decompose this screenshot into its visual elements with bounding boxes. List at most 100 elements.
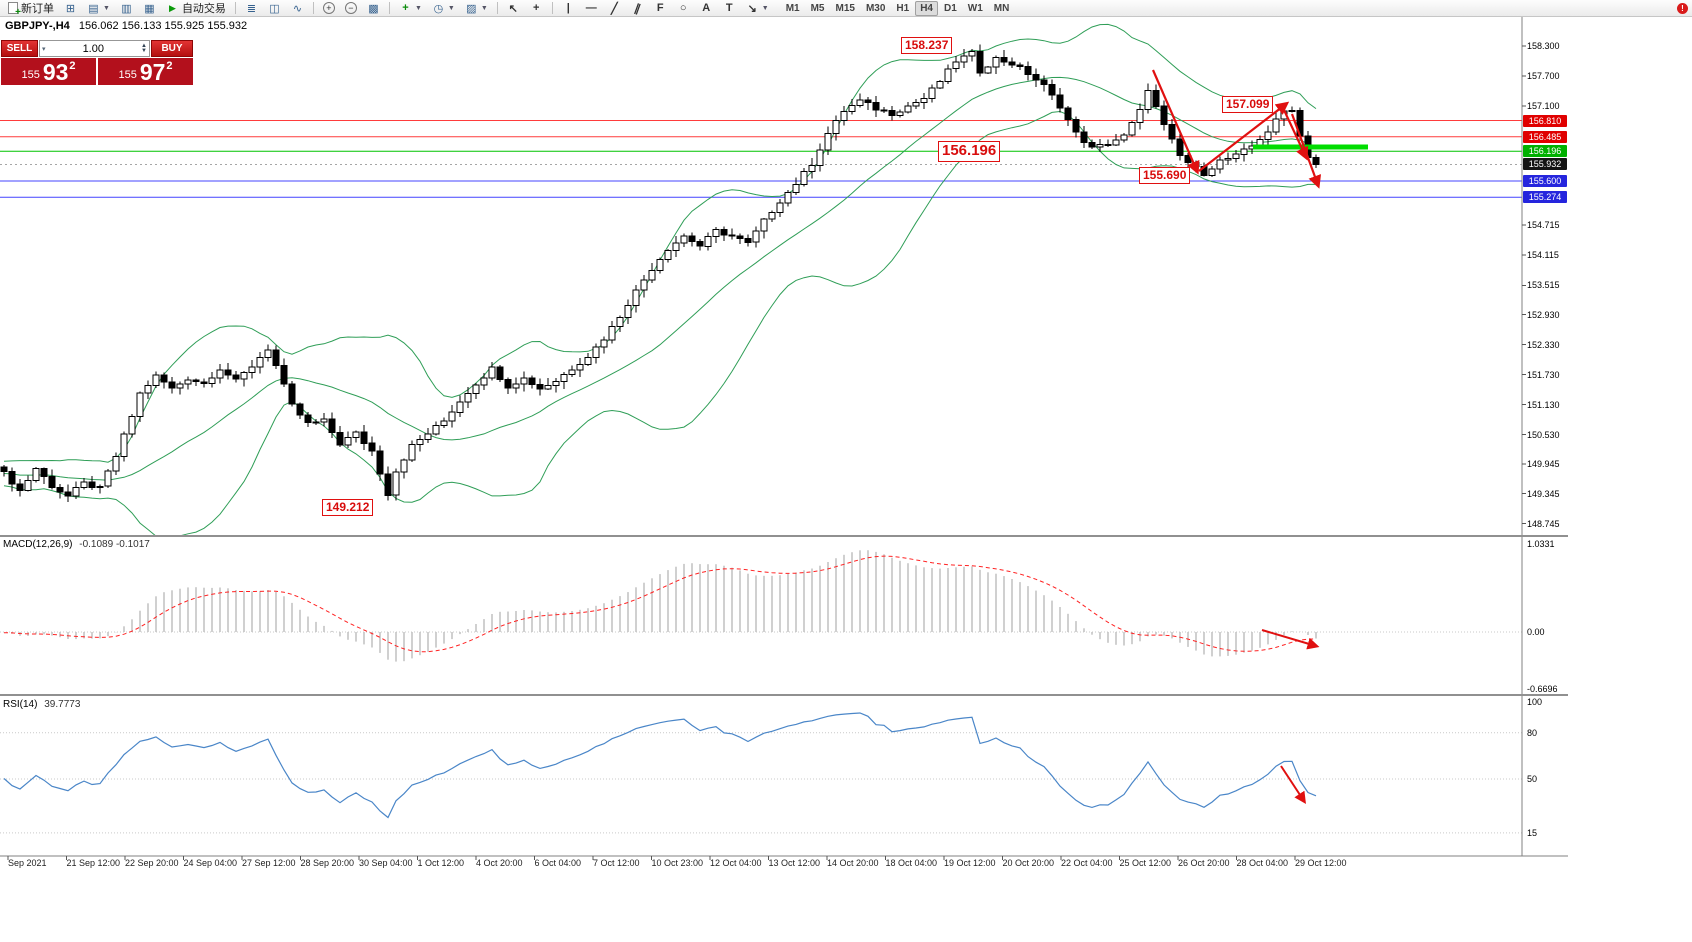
time-axis-label: 12 Oct 04:00 (710, 858, 762, 868)
arrow-objects-button[interactable]: ↘ ▼ (742, 1, 773, 16)
templates-button[interactable]: ▨ ▼ (461, 1, 492, 16)
caret-down-icon: ▼ (414, 4, 422, 12)
price-callout[interactable]: 156.196 (938, 141, 1001, 162)
trend-arrow[interactable] (1261, 629, 1320, 650)
trend-arrow[interactable] (1290, 113, 1322, 189)
toolbar: 新订单 ⊞ ▤▼ ▥ ▦ ▶ 自动交易 ≣ ◫ ∿ + − ▩ +▼ ◷▼ ▨▼… (0, 0, 1692, 18)
price-tick-label: 151.730 (1527, 369, 1560, 380)
caret-down-icon: ▼ (480, 4, 488, 12)
bar-chart-button[interactable]: ≣ (241, 1, 262, 16)
label-icon: T (725, 2, 733, 14)
time-axis-label: 7 Oct 12:00 (593, 858, 640, 868)
trend-arrow[interactable] (1283, 109, 1309, 161)
navigator-button[interactable]: ▦ (139, 1, 160, 16)
crosshair-button[interactable]: + (526, 1, 547, 16)
trend-arrow[interactable] (1151, 69, 1200, 175)
buy-button[interactable]: BUY (151, 40, 193, 57)
price-tick-label: 152.330 (1527, 339, 1560, 350)
vertical-line-button[interactable]: | (558, 1, 579, 16)
auto-trading-icon: ▶ (168, 2, 176, 13)
indicators-add-icon: + (402, 2, 409, 14)
macd-axis-label: -0.6696 (1527, 683, 1558, 694)
buy-price-button[interactable]: 155 97 2 (98, 58, 193, 85)
timeframe-group: M1 M5 M15 M30 H1 H4 D1 W1 MN (781, 0, 1015, 16)
price-callout[interactable]: 155.690 (1139, 167, 1191, 184)
zoom-in-button[interactable]: + (319, 1, 339, 16)
sell-price-pip: 2 (69, 60, 76, 72)
cursor-button[interactable]: ↖ (503, 1, 524, 16)
line-chart-button[interactable]: ∿ (287, 1, 308, 16)
text-button[interactable]: A (696, 1, 717, 16)
one-click-trading-panel: SELL ▾ 1.00 ▲ ▼ BUY 155 93 2 155 97 2 (1, 40, 193, 85)
trendline-button[interactable]: ╱ (604, 1, 625, 16)
market-watch-button[interactable]: ▥ (116, 1, 137, 16)
trend-arrow[interactable] (1280, 765, 1306, 805)
volume-stepper[interactable]: ▲ ▼ (141, 42, 147, 54)
price-callout[interactable]: 149.212 (322, 499, 374, 516)
sell-price-button[interactable]: 155 93 2 (1, 58, 96, 85)
volume-dropdown-icon[interactable]: ▾ (42, 45, 46, 53)
sell-price-prefix: 155 (21, 69, 40, 81)
time-axis-label: 18 Oct 04:00 (885, 858, 938, 868)
navigator-icon: ▦ (144, 2, 155, 15)
volume-down-icon[interactable]: ▼ (141, 47, 147, 54)
timeframe-m15-button[interactable]: M15 (835, 2, 855, 14)
macd-histogram (3, 550, 1317, 662)
volume-up-icon[interactable]: ▲ (141, 42, 147, 49)
time-axis-label: 24 Sep 04:00 (183, 858, 238, 868)
time-axis-label: 21 Sep 12:00 (66, 858, 121, 868)
periods-button[interactable]: ◷ ▼ (428, 1, 459, 16)
bollinger-middle-band (3, 76, 1317, 481)
zoom-in-icon: + (322, 2, 335, 14)
auto-trading-button[interactable]: ▶ 自动交易 (162, 1, 230, 16)
trend-arrow[interactable] (1198, 101, 1290, 172)
timeframe-m5-button[interactable]: M5 (810, 2, 825, 14)
price-callout[interactable]: 157.099 (1222, 96, 1274, 113)
timeframe-h1-button[interactable]: H1 (896, 2, 910, 14)
indicators-button[interactable]: + ▼ (395, 1, 426, 16)
price-tick-label: 157.700 (1527, 71, 1560, 81)
time-axis-label: 22 Oct 04:00 (1061, 858, 1113, 868)
price-badge: 155.932 (1523, 158, 1567, 171)
green-level-segment[interactable] (1253, 144, 1368, 150)
candlestick-chart-button[interactable]: ◫ (264, 1, 285, 16)
new-order-button[interactable]: 新订单 (4, 1, 58, 18)
axes-frame (0, 17, 1568, 860)
rsi-line (3, 712, 1317, 819)
new-order-label: 新订单 (21, 3, 54, 15)
channel-button[interactable]: ∥ (627, 1, 648, 16)
shapes-button[interactable]: ○ (673, 1, 694, 16)
sell-button[interactable]: SELL (1, 40, 38, 57)
time-axis-label: 25 Oct 12:00 (1119, 858, 1172, 868)
zoom-out-button[interactable]: − (341, 1, 361, 16)
price-callout[interactable]: 158.237 (901, 37, 953, 54)
new-chart-button[interactable]: ⊞ (60, 1, 81, 16)
alert-icon[interactable]: ! (1677, 2, 1688, 14)
profiles-button[interactable]: ▤ ▼ (83, 1, 114, 16)
timeframe-m1-button[interactable]: M1 (785, 2, 800, 14)
timeframe-m30-button[interactable]: M30 (865, 2, 886, 14)
timeframe-mn-button[interactable]: MN (993, 2, 1010, 14)
caret-down-icon: ▼ (103, 4, 110, 12)
timeframe-w1-button[interactable]: W1 (967, 2, 983, 14)
candlestick-series (0, 44, 1320, 503)
macd-axis-label: 1.0331 (1527, 539, 1555, 550)
horizontal-line-button[interactable]: — (581, 1, 602, 16)
timeframe-d1-button[interactable]: D1 (944, 2, 957, 14)
new-order-icon (8, 2, 21, 18)
price-tick-label: 157.100 (1527, 101, 1560, 111)
price-tick-label: 149.345 (1527, 488, 1560, 499)
toolbar-separator (234, 2, 236, 14)
timeframe-h4-button[interactable]: H4 (915, 0, 938, 16)
time-axis-label: 20 Oct 20:00 (1002, 858, 1055, 868)
time-axis-label: 30 Sep 04:00 (359, 858, 413, 868)
tile-windows-button[interactable]: ▩ (363, 1, 384, 16)
chart-title: GBPJPY-,H4 156.062 156.133 155.925 155.9… (5, 20, 247, 32)
text-label-button[interactable]: T (719, 1, 740, 16)
volume-value[interactable]: 1.00 (82, 42, 104, 55)
profiles-icon: ▤ (88, 2, 99, 15)
volume-input[interactable]: ▾ 1.00 ▲ ▼ (39, 40, 150, 57)
fibonacci-button[interactable]: F (650, 1, 671, 16)
trendline-icon: ╱ (610, 2, 618, 15)
